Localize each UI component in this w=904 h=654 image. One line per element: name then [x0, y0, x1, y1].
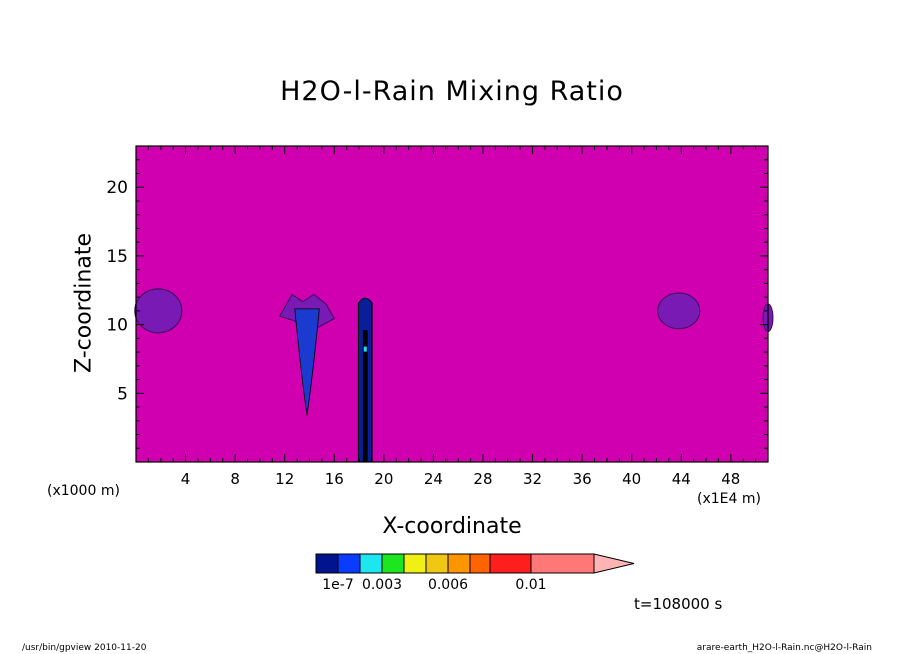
chart-title: H2O-l-Rain Mixing Ratio: [280, 76, 624, 107]
colorbar-tick-label: 0.01: [515, 577, 547, 593]
colorbar-swatch: [425, 553, 449, 574]
colorbar: [315, 553, 635, 574]
colorbar-tick-label: 1e-7: [322, 577, 354, 593]
x-tick-label: 44: [672, 470, 691, 488]
colorbar-tick-label: 0.006: [427, 577, 469, 593]
contour-blob-1: [657, 292, 701, 330]
contour-column-core-4: [362, 330, 368, 462]
x-unit-note: (x1E4 m): [697, 491, 761, 507]
y-tick-label: 15: [106, 247, 128, 267]
x-tick-label: 8: [230, 470, 240, 488]
x-tick-label: 4: [181, 470, 191, 488]
colorbar-swatch: [337, 553, 361, 574]
colorbar-swatch: [489, 553, 532, 574]
colorbar-swatch: [315, 553, 339, 574]
y-tick-label: 20: [106, 178, 128, 198]
y-axis-label: Z-coordinate: [71, 233, 97, 373]
colorbar-swatch: [447, 553, 471, 574]
footer-left: /usr/bin/gpview 2010-11-20: [22, 643, 147, 653]
contour-plume-core-3: [294, 308, 320, 416]
x-tick-label: 24: [424, 470, 443, 488]
colorbar-swatch: [359, 553, 383, 574]
time-label: t=108000 s: [634, 595, 723, 613]
colorbar-extend-arrow: [593, 553, 635, 574]
y-tick-label: 10: [106, 316, 128, 336]
x-tick-label: 20: [374, 470, 393, 488]
colorbar-swatch: [469, 553, 491, 574]
contour-features: [134, 288, 774, 463]
x-tick-label: 16: [325, 470, 344, 488]
colorbar-swatch: [530, 553, 595, 574]
x-tick-label: 36: [573, 470, 592, 488]
colorbar-tick-label: 0.003: [361, 577, 403, 593]
x-tick-label: 48: [721, 470, 740, 488]
x-tick-label: 32: [523, 470, 542, 488]
x-tick-label: 12: [275, 470, 294, 488]
y-tick-label: 5: [117, 384, 128, 404]
colorbar-swatch: [381, 553, 405, 574]
plot-frame: [135, 145, 769, 463]
y-unit-note: (x1000 m): [47, 483, 120, 499]
x-axis-label: X-coordinate: [382, 514, 522, 539]
footer-right: arare-earth_H2O-l-Rain.nc@H2O-l-Rain: [696, 643, 872, 653]
contour-column-highlight-4: [363, 346, 367, 352]
x-tick-label: 40: [622, 470, 641, 488]
contour-blob-0: [134, 288, 183, 334]
x-tick-label: 28: [473, 470, 492, 488]
colorbar-swatch: [403, 553, 427, 574]
